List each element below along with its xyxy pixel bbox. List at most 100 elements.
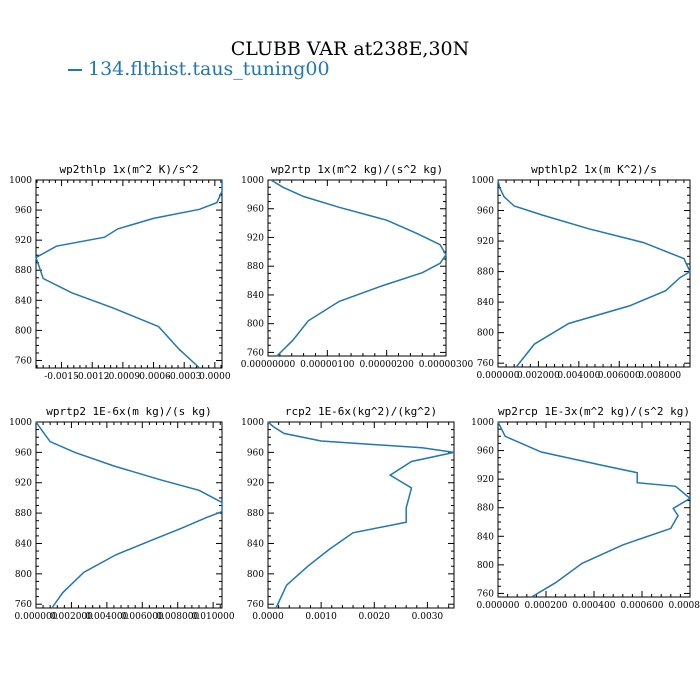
y-tick-label: 840 <box>477 532 494 542</box>
x-tick-label: 0.004000 <box>557 371 600 381</box>
y-tick-label: 960 <box>247 205 264 215</box>
y-tick-label: 1000 <box>471 418 494 428</box>
y-tick-label: 1000 <box>9 176 32 186</box>
x-tick-label: 0.008000 <box>638 371 681 381</box>
x-tick-label: 0.00000000 <box>241 360 296 370</box>
chart-panel-6: wp2rcp 1E-3x(m^2 kg)/(s^2 kg) 760 800 840 88… <box>471 405 700 611</box>
x-tick-label: 0.010000 <box>192 612 235 622</box>
plot-frame <box>497 179 691 368</box>
x-tick-label: 0.000000 <box>477 601 520 611</box>
x-tick-label: -0.0015 <box>44 372 79 382</box>
y-tick-label: 840 <box>15 539 32 549</box>
y-tick-label: 1000 <box>241 176 264 186</box>
y-tick-label: 760 <box>247 600 264 610</box>
panel-title: wprtp2 1E-6x(m kg)/(s kg) <box>46 405 212 418</box>
x-tick-label: 0.006000 <box>598 371 641 381</box>
y-tick-label: 1000 <box>9 418 32 428</box>
y-tick-label: 880 <box>477 504 494 514</box>
y-tick-label: 920 <box>247 233 264 243</box>
y-tick-label: 920 <box>477 475 494 485</box>
y-tick-label: 880 <box>15 509 32 519</box>
series-line <box>35 180 223 369</box>
y-tick-label: 800 <box>247 320 264 330</box>
x-tick-label: 0.000600 <box>621 601 664 611</box>
y-tick-label: 760 <box>477 359 494 369</box>
series-line <box>267 421 455 609</box>
series-line <box>497 179 691 368</box>
y-tick-label: 960 <box>247 448 264 458</box>
x-tick-label: 0.000200 <box>525 601 568 611</box>
y-tick-label: 880 <box>477 268 494 278</box>
y-tick-label: 960 <box>477 447 494 457</box>
y-tick-label: 800 <box>15 326 32 336</box>
x-tick-label: -0.0012 <box>75 372 110 382</box>
x-tick-label: 0.004000 <box>85 612 128 622</box>
x-tick-label: -0.0009 <box>106 372 141 382</box>
panel-title: wpthlp2 1x(m K^2)/s <box>531 163 657 176</box>
y-tick-label: 880 <box>247 509 264 519</box>
x-tick-label: 0.000000 <box>15 612 58 622</box>
x-tick-label: 0.00000300 <box>419 360 474 370</box>
x-tick-label: 0.006000 <box>121 612 164 622</box>
x-tick-label: 0.000800 <box>669 601 700 611</box>
plot-frame <box>35 421 223 609</box>
y-tick-label: 920 <box>15 479 32 489</box>
chart-panel-2: wp2rtp 1x(m^2 kg)/(s^2 kg) 760 800 840 880 92… <box>241 163 474 370</box>
legend: 134.flthist.taus_tuning00 <box>68 58 330 80</box>
y-tick-label: 960 <box>15 206 32 216</box>
plot-frame <box>35 179 223 369</box>
y-tick-label: 840 <box>15 296 32 306</box>
y-tick-label: 920 <box>247 479 264 489</box>
plot-frame <box>267 421 455 609</box>
y-tick-label: 920 <box>477 237 494 247</box>
plot-frame <box>497 421 691 598</box>
legend-line-swatch <box>68 69 82 71</box>
x-tick-label: 0.00000100 <box>300 360 355 370</box>
y-tick-label: 760 <box>15 356 32 366</box>
y-tick-label: 1000 <box>471 176 494 186</box>
x-tick-label: 0.0010 <box>305 612 337 622</box>
series-line <box>35 421 223 609</box>
chart-panel-5: rcp2 1E-6x(kg^2)/(kg^2) 760 800 840 880 920 96… <box>241 405 455 622</box>
chart-panel-1: wp2thlp 1x(m^2 K)/s^2 760 800 840 880 920 960 1… <box>9 163 231 382</box>
x-tick-label: 0.0030 <box>412 612 444 622</box>
y-tick-label: 800 <box>477 561 494 571</box>
y-tick-label: 880 <box>15 266 32 276</box>
panel-title: wp2rtp 1x(m^2 kg)/(s^2 kg) <box>271 163 443 176</box>
chart-panel-4: wprtp2 1E-6x(m kg)/(s kg) 760 800 840 880 920… <box>9 405 235 622</box>
y-tick-label: 880 <box>247 262 264 272</box>
y-tick-label: 1000 <box>241 418 264 428</box>
x-tick-label: 0.000400 <box>573 601 616 611</box>
y-tick-label: 800 <box>15 570 32 580</box>
y-tick-label: 960 <box>15 448 32 458</box>
x-tick-label: 0.002000 <box>50 612 93 622</box>
panel-title: wp2rcp 1E-3x(m^2 kg)/(s^2 kg) <box>498 405 690 418</box>
x-tick-label: -0.0003 <box>167 372 202 382</box>
y-tick-label: 840 <box>247 291 264 301</box>
y-tick-label: 800 <box>247 570 264 580</box>
y-tick-label: 760 <box>477 589 494 599</box>
y-tick-label: 760 <box>15 600 32 610</box>
x-tick-label: 0.00000200 <box>359 360 414 370</box>
y-tick-label: 840 <box>247 539 264 549</box>
x-tick-label: 0.0000 <box>252 612 284 622</box>
x-tick-label: 0.008000 <box>156 612 199 622</box>
x-tick-label: 0.0000 <box>199 372 231 382</box>
x-tick-label: 0.000000 <box>477 371 520 381</box>
figure-title: CLUBB VAR at238E,30N <box>230 38 470 60</box>
x-tick-label: 0.0020 <box>359 612 391 622</box>
panel-title: rcp2 1E-6x(kg^2)/(kg^2) <box>285 405 437 418</box>
panel-title: wp2thlp 1x(m^2 K)/s^2 <box>59 163 198 176</box>
y-tick-label: 840 <box>477 298 494 308</box>
plot-frame <box>267 179 447 357</box>
x-tick-label: 0.002000 <box>517 371 560 381</box>
y-tick-label: 960 <box>477 207 494 217</box>
chart-panel-3: wpthlp2 1x(m K^2)/s 760 800 840 880 920 960 100… <box>471 163 691 381</box>
legend-series-label: 134.flthist.taus_tuning00 <box>88 58 330 80</box>
y-tick-label: 920 <box>15 236 32 246</box>
y-tick-label: 800 <box>477 329 494 339</box>
series-line <box>270 179 447 357</box>
x-tick-label: -0.0006 <box>136 372 171 382</box>
y-tick-label: 760 <box>247 348 264 358</box>
